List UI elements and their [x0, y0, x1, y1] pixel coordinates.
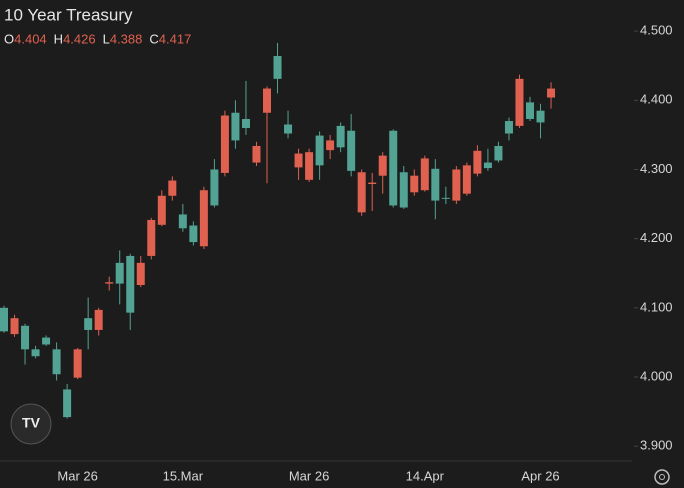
candle-body: [483, 162, 492, 169]
candle-body: [526, 102, 534, 119]
logo-mark: TV: [22, 415, 41, 431]
candle-body: [536, 110, 545, 123]
candle-body: [210, 169, 219, 206]
candle-body: [263, 88, 271, 113]
candle-body: [199, 190, 208, 247]
candle-body: [462, 165, 471, 194]
candle-body: [178, 214, 187, 229]
chart-title: 10 Year Treasury: [4, 5, 133, 24]
candle-body: [347, 130, 356, 171]
candle-body: [378, 155, 387, 176]
settings-icon[interactable]: [654, 469, 670, 485]
candle-body: [252, 145, 261, 163]
legend-value: 4.426: [63, 31, 96, 46]
legend-label: O: [4, 31, 14, 46]
y-tick-label: 4.500: [640, 23, 673, 38]
candle-body: [52, 349, 61, 375]
x-tick-label: Mar 26: [57, 468, 97, 483]
candle-body: [315, 135, 324, 166]
candle-body: [431, 168, 440, 201]
candle-body: [410, 175, 419, 193]
candle-body: [273, 56, 282, 79]
candle-body: [441, 197, 450, 199]
candle-body: [494, 145, 503, 161]
candle-body: [389, 130, 398, 206]
candle-body: [547, 88, 556, 98]
candle-body: [105, 282, 114, 284]
y-tick-label: 4.300: [640, 161, 673, 176]
candle-body: [168, 180, 177, 196]
candle-body: [452, 169, 461, 201]
candle-body: [136, 262, 145, 285]
candle-body: [115, 262, 124, 284]
candle-body: [84, 318, 93, 330]
y-tick-label: 3.900: [640, 438, 673, 453]
legend-value: 4.388: [110, 31, 143, 46]
candle-body: [473, 150, 482, 174]
x-tick-label: Apr 26: [521, 468, 559, 483]
candle-body: [336, 125, 345, 148]
y-tick-label: 4.400: [640, 92, 673, 107]
legend-value: 4.404: [14, 31, 47, 46]
settings-core[interactable]: [659, 474, 665, 480]
ohlc-legend: O 4.404 H 4.426 L 4.388 C 4.417: [4, 31, 191, 46]
x-tick-label: Mar 26: [289, 468, 329, 483]
candle-body: [294, 153, 303, 168]
candle-body: [0, 307, 8, 332]
candle-body: [368, 182, 377, 184]
candle-body: [284, 124, 293, 134]
candle-body: [94, 309, 103, 330]
candle-body: [10, 318, 19, 335]
candle-body: [21, 325, 30, 350]
candle-body: [420, 158, 429, 191]
candle-body: [157, 195, 166, 225]
candle-body: [326, 140, 335, 151]
candle-body: [357, 172, 366, 213]
candle-body: [231, 112, 240, 141]
candle-body: [241, 118, 250, 128]
candle-body: [399, 172, 408, 208]
y-tick-label: 4.000: [640, 368, 673, 383]
candle-body: [63, 389, 72, 418]
candle-body: [305, 152, 314, 180]
x-tick-label: 14.Apr: [406, 468, 445, 483]
candle-body: [189, 225, 198, 243]
legend-label: L: [103, 31, 110, 46]
candle-body: [147, 219, 156, 256]
x-tick-label: 15.Mar: [163, 468, 204, 483]
candle-body: [42, 337, 51, 345]
settings-ring[interactable]: [654, 469, 670, 485]
candle-body: [220, 115, 229, 173]
legend-value: 4.417: [159, 31, 192, 46]
legend-label: H: [54, 31, 63, 46]
logo: TV: [10, 403, 52, 445]
candle-body: [73, 349, 82, 378]
y-tick-label: 4.100: [640, 299, 673, 314]
legend-label: C: [149, 31, 158, 46]
candle-body: [504, 121, 513, 134]
y-tick-label: 4.200: [640, 230, 673, 245]
candle-body: [31, 349, 40, 357]
candle-body: [515, 78, 524, 126]
logo-circle: [10, 403, 52, 445]
candle-body: [126, 255, 135, 313]
